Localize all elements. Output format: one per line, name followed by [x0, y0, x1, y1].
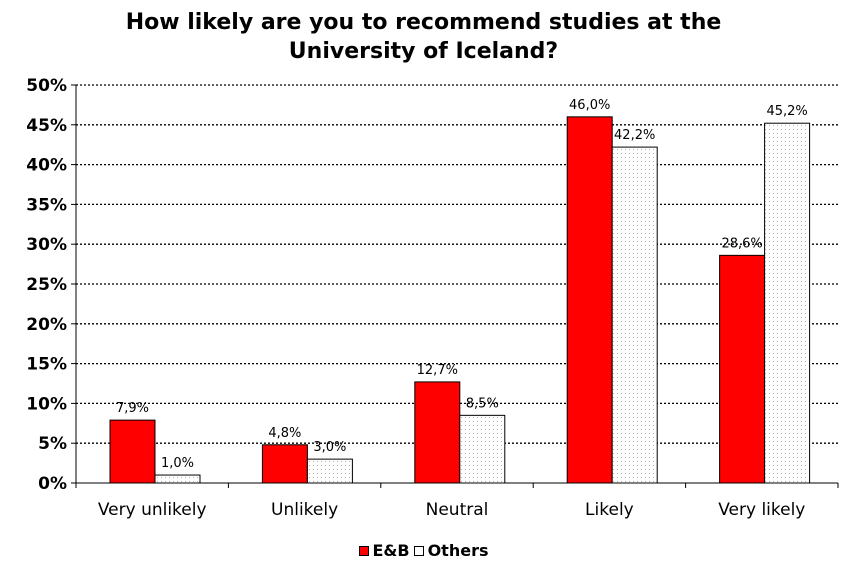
- data-label: 7,9%: [116, 401, 149, 416]
- legend-swatch: [413, 546, 424, 556]
- bar-others-0: [154, 474, 201, 484]
- legend-item: E&B: [358, 541, 410, 561]
- y-tick-label: 45%: [26, 116, 67, 136]
- data-label: 4,8%: [268, 426, 301, 441]
- y-tick-label: 5%: [38, 434, 67, 454]
- data-label: 28,6%: [721, 236, 762, 251]
- y-tick-label: 50%: [26, 76, 67, 96]
- legend-label: Others: [427, 541, 489, 560]
- x-category-label: Unlikely: [271, 500, 338, 520]
- data-label: 3,0%: [313, 440, 346, 455]
- bar-others-4: [764, 122, 811, 484]
- y-tick-label: 10%: [26, 394, 67, 414]
- bar-eb-1: [261, 444, 308, 484]
- y-tick-label: 30%: [26, 235, 67, 255]
- chart-title-line-2: University of Iceland?: [288, 39, 559, 64]
- legend-swatch: [358, 546, 369, 556]
- y-tick-label: 35%: [26, 195, 67, 215]
- bar-eb-4: [719, 254, 766, 484]
- chart-title: How likely are you to recommend studies …: [0, 8, 847, 66]
- bars: [109, 116, 811, 484]
- x-category-label: Likely: [585, 500, 634, 520]
- bar-others-1: [306, 458, 353, 484]
- data-label: 45,2%: [766, 104, 807, 119]
- y-tick-label: 20%: [26, 315, 67, 335]
- legend-item: Others: [413, 541, 489, 561]
- labels: 7,9% 4,8% 12,7% 46,0% 28,6% 1,0% 3,0% 8,5% 42,2%…: [116, 98, 808, 471]
- y-tick-label: 15%: [26, 355, 67, 375]
- bar-eb-0: [109, 419, 156, 484]
- legend-label: E&B: [372, 541, 410, 560]
- data-label: 12,7%: [417, 363, 458, 378]
- data-label: 8,5%: [466, 396, 499, 411]
- data-label: 46,0%: [569, 98, 610, 113]
- bar-others-3: [611, 146, 658, 484]
- legend: E&B Others: [0, 541, 847, 561]
- bar-eb-2: [414, 381, 461, 484]
- x-category-label: Neutral: [426, 500, 489, 520]
- bar-others-2: [459, 414, 506, 484]
- data-label: 1,0%: [161, 456, 194, 471]
- axes: 0% 5% 10% 15% 20% 25% 30% 35% 40% 45% 50% Very unli…: [26, 76, 839, 520]
- x-category-label: Very unlikely: [98, 500, 207, 520]
- chart-title-line-1: How likely are you to recommend studies …: [125, 10, 722, 35]
- y-tick-label: 40%: [26, 156, 67, 176]
- bar-eb-3: [566, 116, 613, 484]
- y-tick-label: 25%: [26, 275, 67, 295]
- x-category-label: Very likely: [718, 500, 805, 520]
- y-tick-label: 0%: [38, 474, 67, 494]
- data-label: 42,2%: [614, 128, 655, 143]
